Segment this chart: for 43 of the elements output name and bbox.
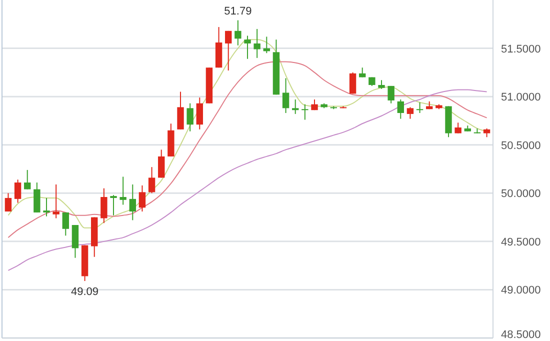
candlestick	[388, 85, 394, 104]
y-tick-label: 51.0000	[501, 92, 541, 104]
y-tick-label: 51.5000	[501, 43, 541, 56]
candlestick	[158, 149, 165, 178]
candlestick	[196, 97, 203, 130]
candlestick	[120, 176, 126, 206]
candlestick	[454, 122, 462, 134]
candlestick	[177, 91, 184, 130]
y-tick-label: 49.0000	[501, 284, 541, 297]
annotation: 49.09	[71, 286, 99, 298]
candlestick	[292, 98, 299, 114]
candlestick	[129, 184, 136, 221]
candlestick	[282, 78, 290, 114]
candlestick	[244, 35, 251, 60]
candlestick	[100, 188, 108, 224]
candlestick	[349, 72, 356, 94]
candlestick	[406, 106, 414, 120]
annotation: 51.79	[224, 5, 252, 18]
candlestick	[24, 169, 31, 190]
candlestick	[397, 98, 404, 120]
candlestick	[72, 224, 79, 258]
candlestick	[234, 20, 242, 46]
candlestick	[43, 197, 50, 217]
candlestick	[302, 104, 308, 120]
line-series	[8, 61, 488, 238]
candlestick	[110, 194, 117, 216]
candlestick	[62, 212, 69, 236]
candlestick	[225, 30, 232, 71]
candlestick	[254, 28, 260, 58]
candlestick	[14, 179, 22, 204]
candlestick	[186, 102, 194, 132]
candlestick	[416, 102, 424, 114]
candlestick	[359, 67, 366, 78]
candlestick	[52, 184, 60, 219]
y-tick-label: 49.5000	[501, 236, 541, 248]
y-tick-label: 48.5000	[501, 329, 541, 341]
y-tick-label: 50.5000	[501, 140, 541, 152]
candlestick	[34, 182, 40, 213]
candlestick	[4, 192, 12, 212]
line-series	[8, 89, 488, 271]
y-tick-label: 50.0000	[501, 188, 541, 200]
candlestick	[138, 184, 146, 212]
candlestick	[148, 166, 156, 194]
